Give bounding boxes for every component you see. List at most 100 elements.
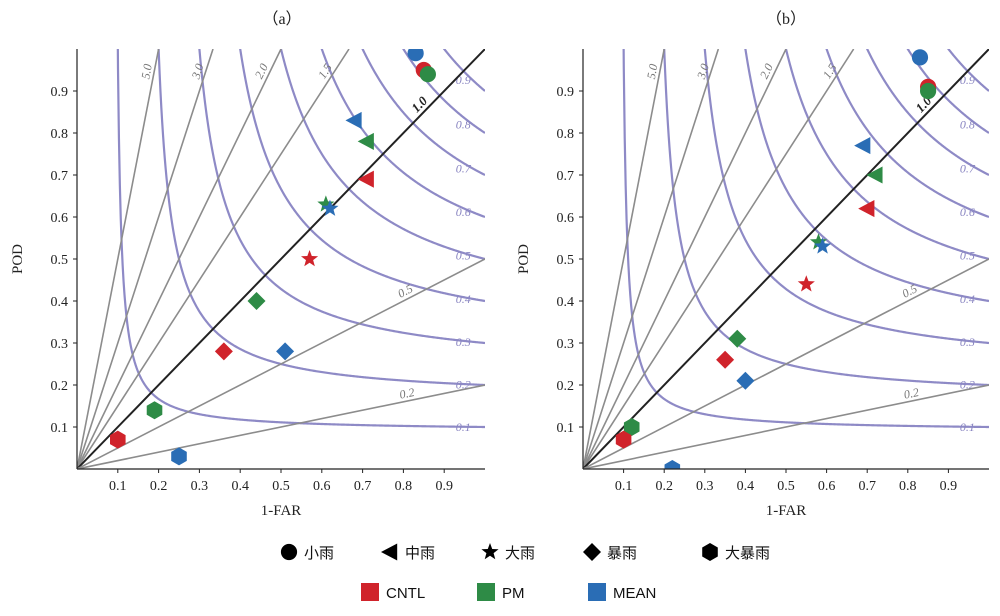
csi-label: 0.8 (960, 117, 975, 131)
csi-curve (663, 49, 989, 387)
legend: 小雨 中雨 大雨 暴雨 大暴雨 CNTL PM MEAN (280, 543, 770, 602)
csi-curve (865, 49, 989, 176)
legend-marker-circle (280, 543, 298, 561)
bias-label: 2.0 (252, 61, 271, 81)
legend-shape-label: 大雨 (505, 544, 535, 562)
y-tick-label: 0.8 (51, 127, 69, 142)
csi-label: 0.4 (960, 292, 975, 306)
bias-label: 0.5 (395, 281, 415, 300)
csi-curve (320, 49, 485, 219)
bias-label: 3.0 (694, 62, 712, 82)
data-point-cntl (615, 430, 632, 449)
y-tick-label: 0.3 (51, 337, 69, 352)
panel-title: （b） (766, 10, 806, 28)
data-point-pm (419, 66, 436, 83)
data-point-mean (171, 447, 187, 466)
csi-curve (703, 49, 989, 345)
data-point-cntl (214, 342, 233, 361)
csi-curve (198, 49, 485, 345)
data-point-cntl (858, 200, 875, 218)
plot-area: 0.1 0.2 0.3 0.4 0.5 0.6 0.7 0.8 0.9 5.0 3.0 2.0 1.5 1… (77, 49, 485, 469)
data-point-pm (146, 401, 163, 420)
x-tick-label: 0.3 (191, 479, 209, 494)
csi-label: 0.6 (960, 205, 975, 219)
csi-curve (622, 49, 989, 429)
x-tick-label: 0.4 (231, 479, 249, 494)
legend-marker-diamond (583, 543, 601, 561)
data-point-pm (809, 233, 828, 250)
x-tick-label: 0.1 (109, 479, 127, 494)
bias-label: 1.5 (315, 61, 335, 81)
data-point-cntl (301, 250, 319, 267)
data-point-cntl (357, 170, 374, 188)
y-tick-label: 0.2 (557, 379, 575, 394)
x-tick-label: 0.7 (354, 479, 372, 494)
bias-line (583, 384, 989, 469)
panel-title: （a） (262, 10, 301, 28)
bias-line (77, 384, 485, 469)
csi-label: 0.9 (456, 73, 471, 87)
y-tick-label: 0.3 (557, 337, 575, 352)
csi-curve (744, 49, 989, 303)
legend-swatch (477, 583, 495, 601)
data-point-cntl (110, 430, 126, 449)
bias-line (77, 49, 214, 469)
csi-label: 0.7 (960, 161, 976, 175)
bias-label: 1.0 (408, 93, 430, 115)
y-tick-label: 0.6 (51, 211, 69, 226)
legend-marker-triangle-left (381, 543, 398, 561)
data-point-pm (357, 132, 374, 150)
bias-line (77, 49, 485, 469)
csi-curve (279, 49, 485, 261)
legend-model-label: PM (502, 585, 525, 602)
y-tick-label: 0.7 (557, 169, 575, 184)
data-point-mean (276, 342, 295, 361)
bias-label: 3.0 (188, 62, 206, 82)
x-tick-label: 0.7 (858, 479, 876, 494)
data-point-pm (317, 195, 335, 212)
x-tick-label: 0.5 (777, 479, 795, 494)
legend-shape-label: 中雨 (405, 544, 435, 562)
bias-line (583, 49, 787, 469)
y-axis-label: POD (10, 244, 26, 274)
y-axis-label: POD (516, 244, 532, 274)
bias-line (583, 49, 989, 469)
csi-label: 0.1 (456, 420, 471, 434)
y-tick-label: 0.1 (557, 421, 575, 436)
csi-label: 0.3 (960, 335, 975, 349)
csi-label: 0.8 (456, 117, 471, 131)
legend-model-label: MEAN (613, 585, 656, 602)
csi-curve (361, 49, 485, 176)
data-point-mean (407, 49, 424, 62)
x-tick-label: 0.4 (737, 479, 755, 494)
bias-line (77, 49, 160, 469)
x-tick-label: 0.9 (940, 479, 958, 494)
data-point-pm (623, 418, 640, 436)
csi-curve (825, 49, 989, 219)
data-point-pm (728, 329, 747, 348)
csi-curve (946, 49, 989, 92)
legend-shape-label: 暴雨 (607, 544, 637, 562)
bias-label: 5.0 (644, 63, 661, 80)
csi-label: 0.3 (456, 335, 471, 349)
x-tick-label: 0.5 (272, 479, 290, 494)
panel-a: 0.1 0.2 0.3 0.4 0.5 0.6 0.7 0.8 0.9 5.0 3.0 2.0 1.5 1… (10, 10, 485, 519)
bias-label: 2.0 (757, 61, 776, 81)
y-tick-label: 0.4 (557, 295, 575, 310)
y-tick-label: 0.5 (557, 253, 575, 268)
bias-line (77, 258, 485, 469)
legend-model-label: CNTL (386, 585, 425, 602)
x-axis-label: 1-FAR (766, 503, 807, 519)
bias-line (583, 49, 855, 469)
x-tick-label: 0.2 (150, 479, 168, 494)
legend-swatch (361, 583, 379, 601)
data-point-mean (813, 237, 832, 254)
csi-label: 0.7 (456, 161, 472, 175)
data-point-cntl (797, 275, 815, 292)
y-tick-label: 0.7 (51, 169, 69, 184)
csi-label: 0.4 (456, 292, 471, 306)
y-tick-label: 0.8 (557, 127, 575, 142)
csi-curve (442, 49, 485, 92)
data-point-pm (247, 292, 266, 310)
